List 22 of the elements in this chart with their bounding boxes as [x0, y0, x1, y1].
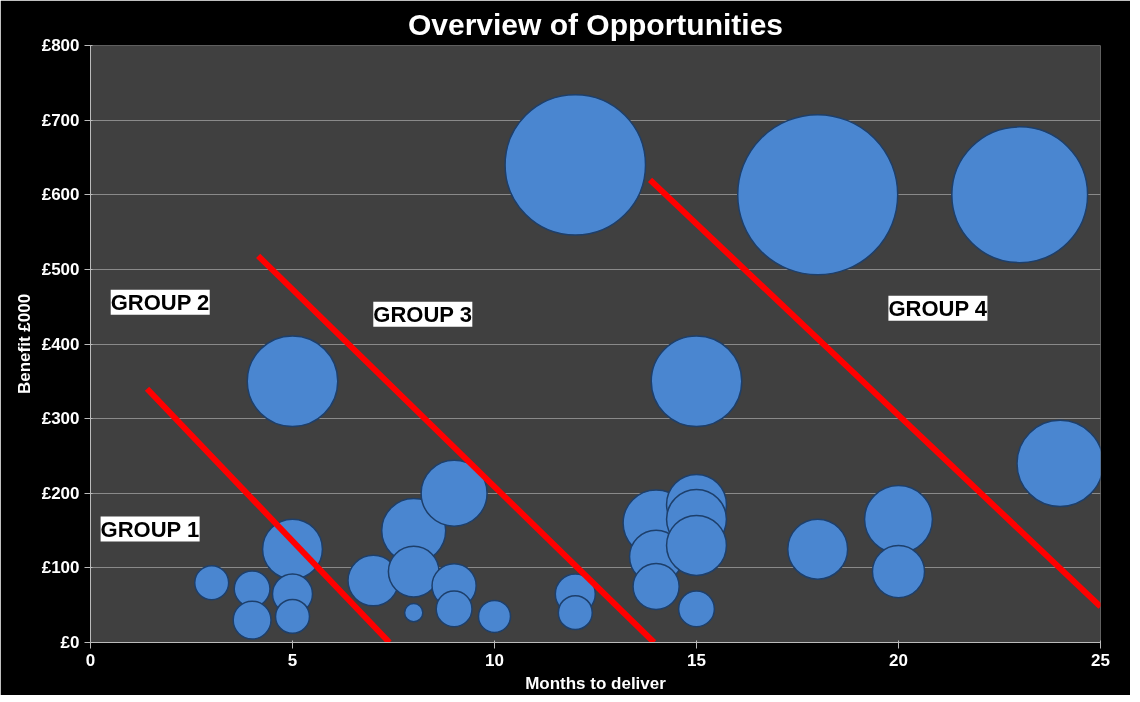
y-tick-label: £300: [41, 409, 80, 429]
y-axis-title: Benefit £000: [14, 293, 34, 395]
y-tick-label: £0: [60, 633, 80, 652]
y-tick-label: £400: [41, 334, 80, 354]
y-tick-label: £500: [41, 259, 80, 279]
y-tick-label: £700: [41, 110, 80, 130]
annotation: GROUP 4: [888, 295, 988, 321]
annotation: GROUP 1: [100, 516, 200, 542]
annotation: GROUP 3: [373, 301, 472, 327]
x-tick-label: 10: [485, 650, 504, 670]
x-tick-label: 15: [687, 650, 706, 670]
chart-title: Overview of Opportunities: [407, 7, 784, 41]
annotation: GROUP 2: [110, 289, 210, 315]
y-tick-label: £200: [41, 483, 80, 503]
x-tick-label: 25: [1091, 650, 1110, 670]
y-tick-label: £600: [41, 185, 80, 205]
y-tick-label: £800: [41, 36, 80, 55]
x-tick-label: 0: [85, 650, 96, 670]
y-tick-label: £100: [41, 558, 80, 578]
x-axis-title: Months to deliver: [525, 673, 667, 693]
x-tick-label: 20: [889, 650, 908, 670]
x-tick-label: 5: [287, 650, 298, 670]
